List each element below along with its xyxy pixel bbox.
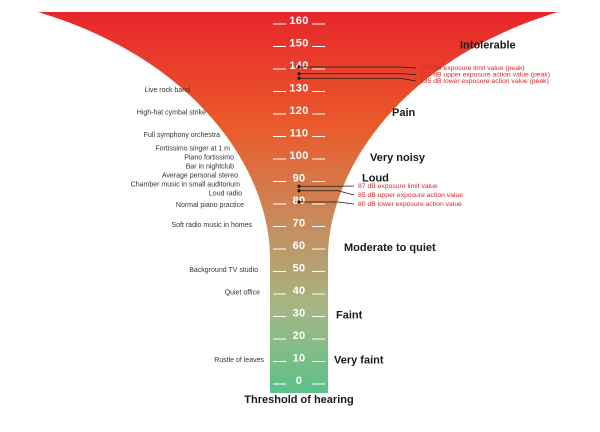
loudness-category-label: Moderate to quiet (344, 242, 436, 254)
loudness-category-label: Faint (336, 310, 363, 322)
exposure-limit-label: 85 dB upper exposure action value (358, 192, 463, 199)
threshold-of-hearing-label: Threshold of hearing (244, 394, 353, 406)
sound-source-label: Piano fortissimo (184, 155, 234, 162)
tick-label: 60 (293, 240, 306, 252)
tick-label: 130 (289, 83, 308, 95)
sound-source-label: Loud radio (209, 191, 242, 198)
sound-source-label: Average personal stereo (162, 173, 238, 180)
tick-label: 150 (289, 38, 308, 50)
tick-label: 50 (293, 263, 306, 275)
sound-source-label: Background TV studio (189, 267, 258, 274)
loudness-category-label: Very faint (334, 355, 384, 367)
exposure-limit-label: 80 dB lower exposure action value (358, 201, 462, 208)
sound-source-label: Fortissimo singer at 1 m (155, 146, 230, 153)
sound-source-label: Quiet office (225, 290, 260, 297)
sound-source-label: Soft radio music in homes (171, 222, 252, 229)
tick-label: 70 (293, 218, 306, 230)
tick-label: 10 (293, 353, 306, 365)
sound-source-label: Live rock band (144, 87, 190, 94)
sound-source-label: High-hat cymbal strike (137, 110, 206, 117)
sound-source-label: Rustle of leaves (214, 357, 264, 364)
tick-label: 100 (289, 150, 308, 162)
tick-label: 160 (289, 15, 308, 27)
tick-label: 30 (293, 308, 306, 320)
tick-label: 0 (296, 375, 302, 387)
tick-label: 110 (290, 128, 309, 140)
loudness-category-label: Pain (392, 107, 416, 119)
tick-label: 20 (293, 330, 306, 342)
sound-source-label: Chamber music in small auditorium (131, 182, 240, 189)
sound-source-label: Normal piano practice (176, 202, 244, 209)
exposure-limit-label: 87 dB exposure limit value (358, 183, 438, 190)
loudness-category-label: Intolerable (460, 40, 516, 52)
sound-source-label: Bar in nightclub (186, 164, 234, 171)
sound-source-label: Full symphony orchestra (144, 132, 220, 139)
exposure-limit-label: 135 dB lower exposure action value (peak… (420, 78, 549, 85)
loudness-category-label: Very noisy (370, 152, 426, 164)
tick-label: 40 (293, 285, 306, 297)
tick-label: 90 (293, 173, 306, 185)
tick-label: 120 (289, 105, 308, 117)
